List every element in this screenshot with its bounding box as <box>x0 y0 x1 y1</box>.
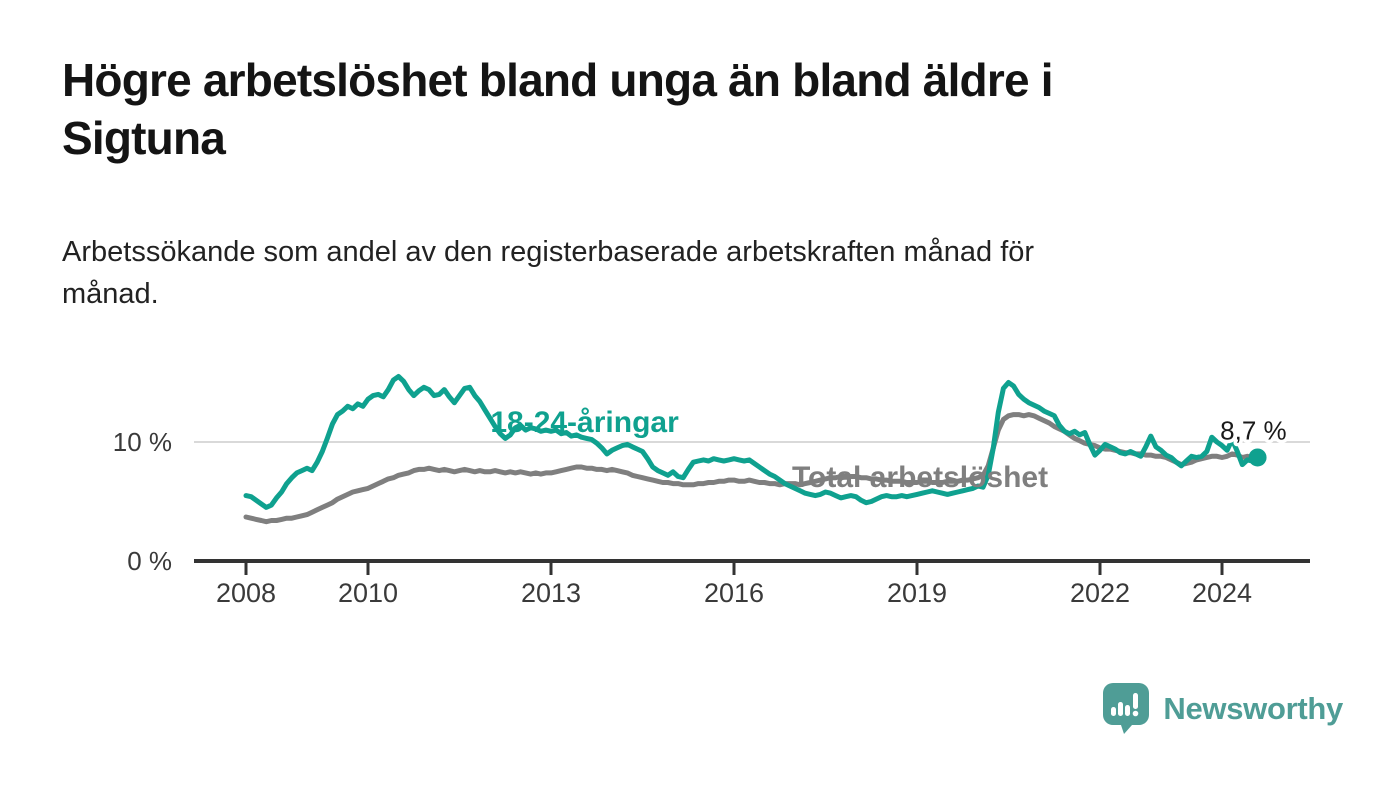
y-tick-label: 10 % <box>113 427 172 457</box>
series-line-total <box>243 412 1261 525</box>
y-tick-label: 0 % <box>127 546 172 576</box>
newsworthy-wordmark: Newsworthy <box>1163 690 1343 726</box>
newsworthy-logo-icon <box>1103 683 1150 734</box>
x-tick-label: 2019 <box>887 578 947 608</box>
x-tick-label: 2010 <box>338 578 398 608</box>
brand-footer: Newsworthy <box>1102 682 1343 735</box>
logo-bars-icon <box>1111 693 1139 717</box>
x-tick-label: 2016 <box>704 578 764 608</box>
chart-subtitle: Arbetssökande som andel av den registerb… <box>62 236 1035 311</box>
x-tick-label: 2008 <box>216 578 276 608</box>
series-end-dot <box>1248 448 1267 467</box>
series-label-total: Total arbetslöshet <box>792 461 1048 494</box>
x-tick-label: 2022 <box>1070 578 1130 608</box>
series-line-youth <box>243 374 1261 510</box>
end-value-annotation: 8,7 % <box>1220 415 1287 445</box>
x-tick-label: 2013 <box>521 578 581 608</box>
x-tick-label: 2024 <box>1192 578 1252 608</box>
chart-title: Högre arbetslöshet bland unga än bland ä… <box>62 54 1054 164</box>
series-label-youth: 18-24-åringar <box>490 406 679 439</box>
